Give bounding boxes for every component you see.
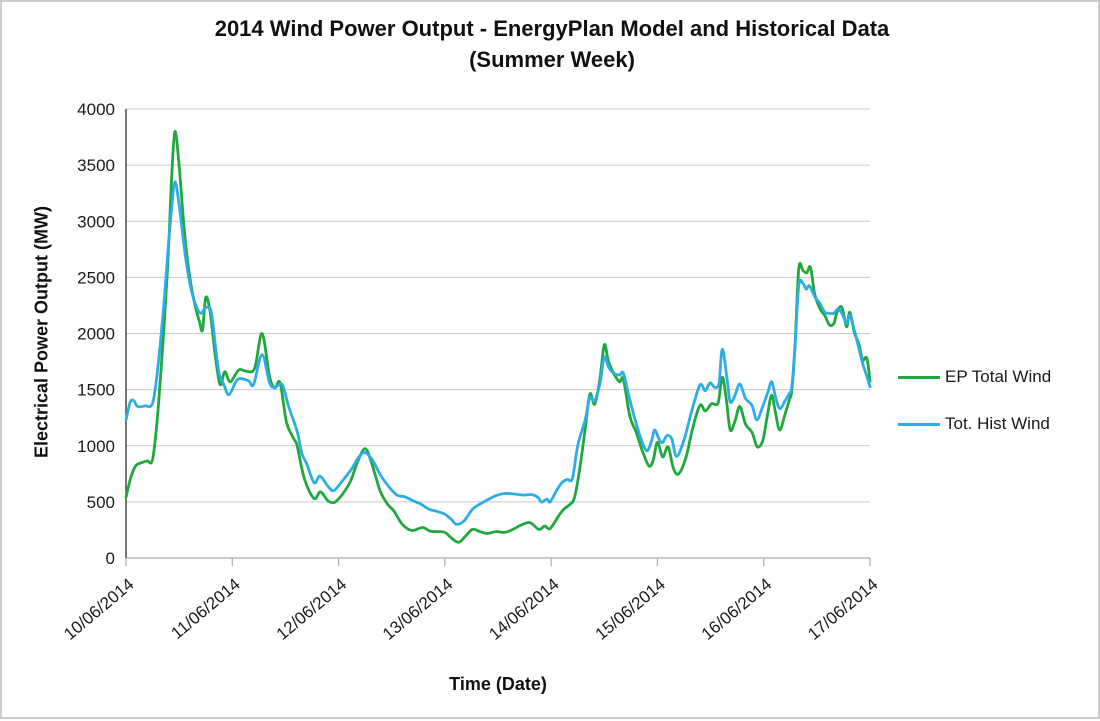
- y-tick-label: 3500: [77, 156, 115, 175]
- legend-label-ep-total-wind: EP Total Wind: [945, 367, 1052, 386]
- y-tick-label: 1000: [77, 437, 115, 456]
- chart-title-line2: (Summer Week): [469, 47, 635, 72]
- y-tick-label: 2000: [77, 325, 115, 344]
- legend-line-tot-hist-wind-icon: [898, 422, 940, 426]
- legend: EP Total Wind Tot. Hist Wind: [898, 364, 1051, 437]
- y-axis-title: Electrical Power Output (MW): [31, 205, 52, 459]
- y-tick-label: 3000: [77, 212, 115, 231]
- y-tick-label: 0: [106, 549, 115, 568]
- x-tick-label: 16/06/2014: [698, 575, 775, 644]
- x-tick-label: 15/06/2014: [592, 575, 669, 644]
- x-tick-label: 12/06/2014: [273, 575, 350, 644]
- x-tick-label: 10/06/2014: [60, 575, 137, 644]
- x-tick-label: 13/06/2014: [379, 575, 456, 644]
- x-tick-label: 17/06/2014: [804, 575, 881, 644]
- y-tick-label: 4000: [77, 100, 115, 119]
- legend-label-tot-hist-wind: Tot. Hist Wind: [945, 414, 1050, 433]
- x-tick-label: 11/06/2014: [167, 575, 243, 643]
- legend-item-ep-total-wind: EP Total Wind: [898, 364, 1051, 390]
- y-tick-label: 500: [87, 493, 115, 512]
- legend-line-ep-total-wind-icon: [898, 375, 940, 379]
- y-tick-label: 2500: [77, 268, 115, 287]
- chart-title-line1: 2014 Wind Power Output - EnergyPlan Mode…: [214, 16, 890, 41]
- legend-item-tot-hist-wind: Tot. Hist Wind: [898, 411, 1051, 437]
- x-axis-title: Time (Date): [449, 674, 547, 694]
- y-tick-label: 1500: [77, 381, 115, 400]
- series-line-ep-total-wind: [124, 130, 872, 544]
- x-tick-label: 14/06/2014: [485, 575, 562, 644]
- series-line-tot-hist-wind: [124, 180, 872, 526]
- chart-title: 2014 Wind Power Output - EnergyPlan Mode…: [2, 14, 1100, 76]
